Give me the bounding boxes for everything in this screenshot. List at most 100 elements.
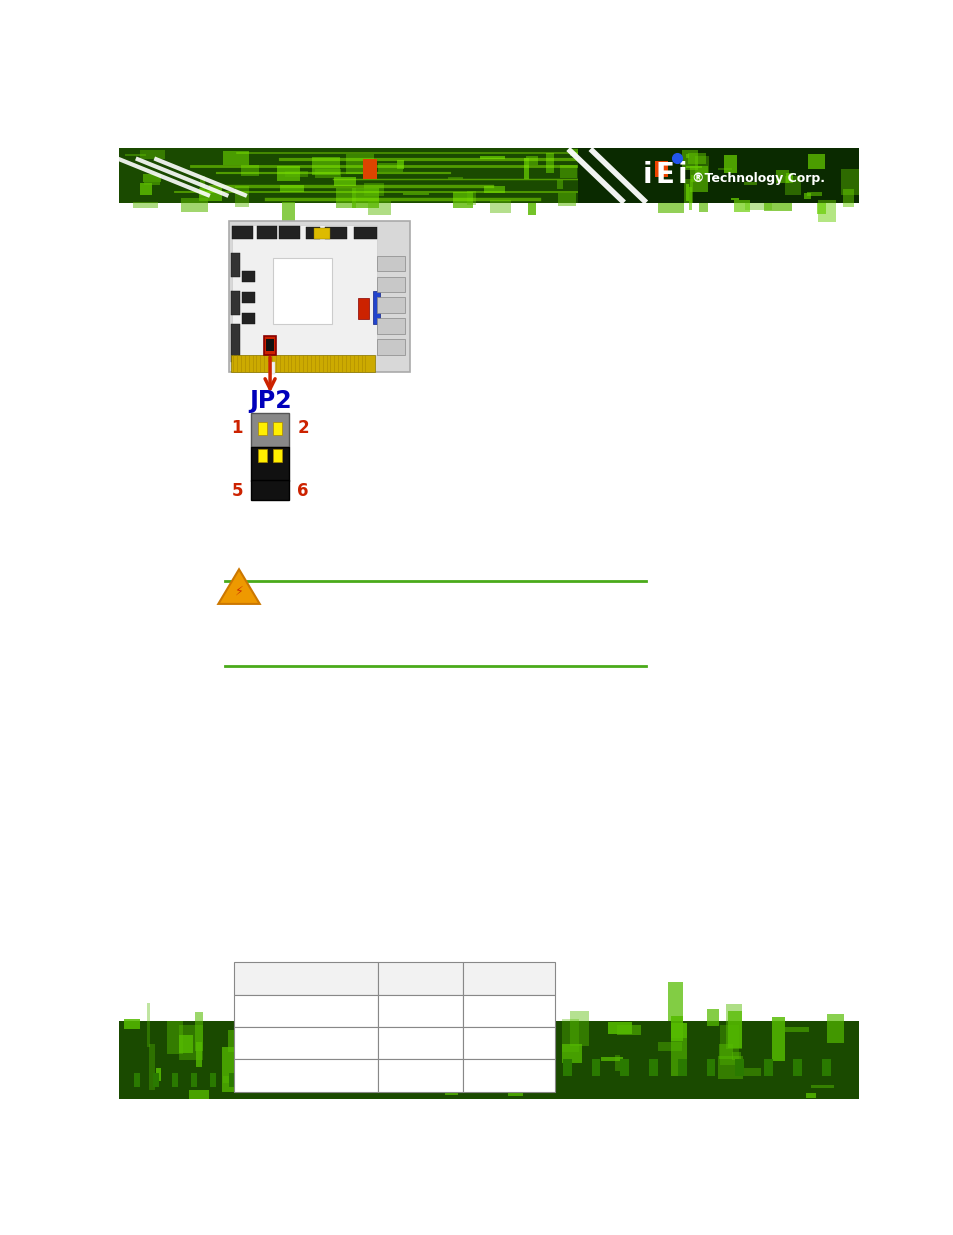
Bar (759, 162, 776, 170)
Bar (784, 175, 801, 195)
Bar (229, 1073, 234, 1088)
Bar (785, 173, 792, 183)
Bar (119, 148, 858, 204)
Bar (306, 227, 319, 238)
Bar (546, 153, 554, 173)
Bar (314, 169, 340, 178)
Bar (688, 186, 691, 210)
Bar (562, 1019, 578, 1052)
Bar (416, 1016, 423, 1051)
Bar (221, 1047, 243, 1093)
Bar (280, 185, 303, 191)
Text: 1: 1 (232, 419, 243, 437)
Bar (352, 188, 378, 207)
Bar (194, 1013, 203, 1051)
Bar (524, 1030, 528, 1076)
Bar (447, 177, 462, 179)
Bar (810, 1084, 833, 1088)
Bar (231, 324, 239, 362)
Bar (155, 1068, 161, 1081)
Bar (459, 1060, 470, 1066)
Bar (462, 994, 555, 1026)
Bar (725, 1004, 740, 1049)
Bar (231, 291, 239, 315)
Bar (803, 193, 810, 199)
Bar (732, 1052, 740, 1060)
Bar (251, 479, 289, 500)
Bar (719, 1044, 732, 1060)
Bar (278, 1028, 283, 1049)
Bar (462, 1026, 555, 1060)
Bar (817, 200, 836, 222)
Bar (276, 167, 300, 182)
Bar (338, 1066, 351, 1092)
Bar (821, 1058, 830, 1076)
Polygon shape (218, 569, 259, 604)
Bar (149, 1044, 155, 1089)
Text: ®Technology Corp.: ®Technology Corp. (692, 172, 824, 185)
Bar (784, 1026, 808, 1031)
Bar (577, 148, 858, 204)
Bar (274, 421, 282, 435)
Bar (248, 1073, 253, 1088)
Bar (233, 962, 377, 994)
Bar (271, 1044, 296, 1076)
Bar (678, 1058, 686, 1076)
Bar (377, 163, 402, 172)
Bar (312, 157, 339, 175)
Bar (735, 1058, 743, 1076)
Bar (324, 227, 347, 238)
Bar (349, 982, 359, 1023)
Bar (511, 1020, 530, 1058)
Bar (648, 1058, 658, 1076)
Bar (229, 221, 410, 372)
Bar (763, 191, 792, 211)
Bar (614, 1056, 619, 1072)
Bar (179, 1035, 193, 1053)
Bar (706, 1009, 719, 1026)
Bar (222, 1077, 236, 1083)
Bar (334, 177, 355, 186)
Bar (251, 412, 289, 447)
Bar (562, 1044, 581, 1063)
Bar (654, 162, 667, 177)
Bar (559, 165, 577, 178)
Bar (267, 1073, 273, 1088)
Bar (670, 1037, 686, 1076)
Bar (198, 188, 222, 201)
Bar (608, 1021, 631, 1034)
Bar (403, 194, 429, 195)
Bar (718, 1056, 742, 1079)
Bar (189, 1091, 210, 1099)
Bar (460, 1029, 479, 1044)
Text: 6: 6 (297, 482, 309, 500)
Bar (675, 165, 683, 169)
Bar (526, 156, 537, 165)
Bar (354, 1020, 375, 1055)
Bar (743, 183, 757, 185)
Bar (271, 1018, 280, 1056)
Bar (317, 1050, 331, 1086)
Bar (228, 1030, 251, 1052)
Bar (570, 149, 586, 156)
Bar (231, 253, 239, 277)
Bar (569, 1011, 588, 1046)
Bar (744, 201, 772, 210)
Bar (805, 1093, 816, 1098)
Bar (256, 226, 277, 238)
Bar (658, 1042, 681, 1051)
Bar (167, 1021, 183, 1053)
Bar (147, 1003, 150, 1047)
Bar (842, 189, 854, 206)
Bar (414, 1004, 431, 1037)
Bar (140, 183, 152, 195)
Bar (181, 198, 208, 212)
Bar (223, 152, 249, 165)
Bar (195, 1041, 202, 1067)
Bar (775, 169, 788, 183)
Bar (298, 1007, 306, 1028)
Bar (125, 154, 146, 156)
Bar (681, 151, 698, 170)
Bar (508, 1065, 522, 1095)
Bar (685, 184, 688, 200)
